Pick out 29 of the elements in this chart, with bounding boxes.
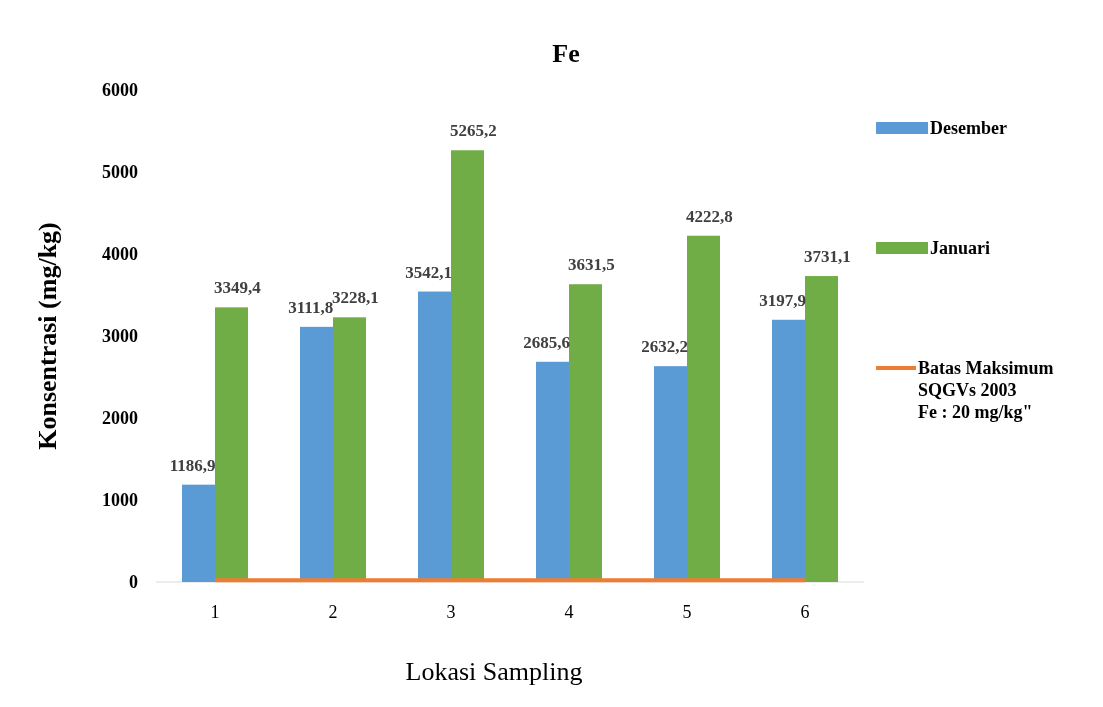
y-tick-label: 4000 [102,244,138,264]
x-tick-label: 5 [682,602,692,622]
y-tick-label: 0 [129,572,138,592]
y-tick-label: 5000 [102,162,138,182]
data-label: 3228,1 [331,288,379,308]
data-label: 1186,9 [169,455,216,475]
y-tick-label: 2000 [102,408,138,428]
y-tick-label: 6000 [102,80,138,100]
data-label: 3542,1 [405,262,453,282]
chart-title: Fe [552,39,580,68]
x-tick-label: 4 [564,602,574,622]
x-tick-label: 2 [328,602,338,622]
data-label: 3349,4 [213,278,262,298]
data-label: 3731,1 [803,247,851,267]
x-axis-title: Lokasi Sampling [405,657,583,686]
legend-label: Januari [930,238,991,258]
data-label: 3631,5 [567,255,615,275]
bar [182,484,215,582]
y-tick-label: 3000 [102,326,138,346]
bar [805,276,838,582]
y-tick-label: 1000 [102,490,138,510]
x-tick-label: 6 [800,602,810,622]
legend-label: Desember [930,118,1007,138]
data-label: 5265,2 [449,121,497,141]
x-tick-label: 3 [446,602,456,622]
y-axis-title: Konsentrasi (mg/kg) [33,222,62,450]
data-label: 4222,8 [685,206,733,226]
legend-label: Batas Maksimum SQGVs 2003 Fe : 20 mg/kg" [918,358,1054,422]
x-tick-label: 1 [210,602,220,622]
